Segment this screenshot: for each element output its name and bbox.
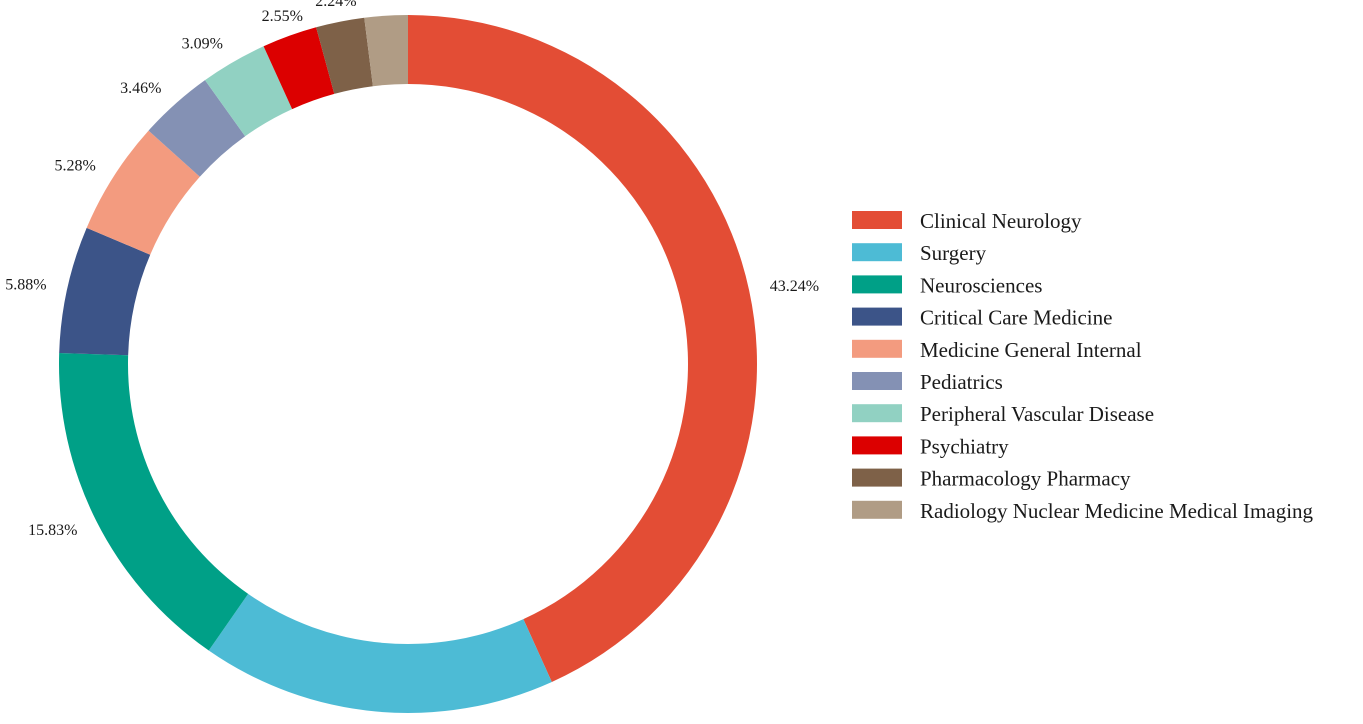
legend-label-neurosciences: Neurosciences (920, 273, 1042, 297)
legend-label-medicine-general-internal: Medicine General Internal (920, 338, 1142, 362)
legend-label-critical-care-medicine: Critical Care Medicine (920, 306, 1112, 330)
slice-surgery (208, 593, 552, 714)
pct-label-radiology-nuclear-medicine-medical-imaging: 2.00% (364, 0, 405, 4)
pct-label-peripheral-vascular-disease: 3.09% (182, 36, 223, 53)
slice-clinical-neurology (408, 15, 758, 682)
legend-label-peripheral-vascular-disease: Peripheral Vascular Disease (920, 402, 1154, 426)
slice-neurosciences (59, 353, 249, 651)
legend-item: Neurosciences (852, 273, 1042, 297)
legend-item: Pharmacology Pharmacy (852, 467, 1131, 491)
slice-psychiatry (263, 27, 335, 110)
legend-swatch-neurosciences (852, 275, 902, 294)
pct-label-psychiatry: 2.55% (262, 8, 303, 25)
legend-label-psychiatry: Psychiatry (920, 434, 1009, 458)
pct-label-neurosciences: 15.83% (28, 522, 77, 539)
legend-swatch-radiology-nuclear-medicine-medical-imaging (852, 500, 902, 519)
pct-label-medicine-general-internal: 5.28% (55, 157, 96, 174)
legend-swatch-pharmacology-pharmacy (852, 468, 902, 487)
legend-swatch-clinical-neurology (852, 211, 902, 229)
legend-swatch-peripheral-vascular-disease (852, 404, 902, 423)
legend-label-clinical-neurology: Clinical Neurology (920, 209, 1082, 233)
legend-item: Peripheral Vascular Disease (852, 402, 1154, 426)
slice-pediatrics (148, 80, 246, 177)
slice-radiology-nuclear-medicine-medical-imaging (364, 15, 408, 87)
pct-label-pharmacology-pharmacy: 2.24% (315, 0, 356, 10)
legend: Clinical Neurology Surgery Neurosciences Cr… (852, 209, 1314, 523)
legend-swatch-surgery (852, 243, 902, 262)
slice-critical-care-medicine (59, 227, 151, 356)
legend-item: Pediatrics (852, 370, 1003, 394)
legend-item: Clinical Neurology (852, 209, 1082, 233)
legend-label-radiology-nuclear-medicine-medical-imaging: Radiology Nuclear Medicine Medical Imagi… (920, 499, 1314, 523)
slice-medicine-general-internal (86, 130, 200, 255)
legend-item: Psychiatry (852, 434, 1009, 458)
pct-label-clinical-neurology: 43.24% (770, 278, 819, 295)
legend-swatch-psychiatry (852, 436, 902, 455)
percentage-labels: 43.24%16.43%15.83%5.88%5.28%3.46%3.09%2.… (5, 0, 819, 539)
legend-item: Radiology Nuclear Medicine Medical Imagi… (852, 499, 1314, 523)
pct-label-pediatrics: 3.46% (120, 80, 161, 97)
pct-label-critical-care-medicine: 5.88% (5, 277, 46, 294)
slice-pharmacology-pharmacy (316, 17, 373, 94)
legend-label-pediatrics: Pediatrics (920, 370, 1003, 394)
slice-peripheral-vascular-disease (204, 46, 293, 137)
legend-item: Critical Care Medicine (852, 306, 1112, 330)
legend-item: Medicine General Internal (852, 338, 1142, 362)
legend-label-pharmacology-pharmacy: Pharmacology Pharmacy (920, 467, 1131, 491)
legend-swatch-critical-care-medicine (852, 307, 902, 326)
donut-slices (59, 15, 758, 714)
legend-label-surgery: Surgery (920, 241, 987, 265)
legend-swatch-pediatrics (852, 372, 902, 390)
legend-item: Surgery (852, 241, 987, 265)
legend-swatch-medicine-general-internal (852, 339, 902, 358)
